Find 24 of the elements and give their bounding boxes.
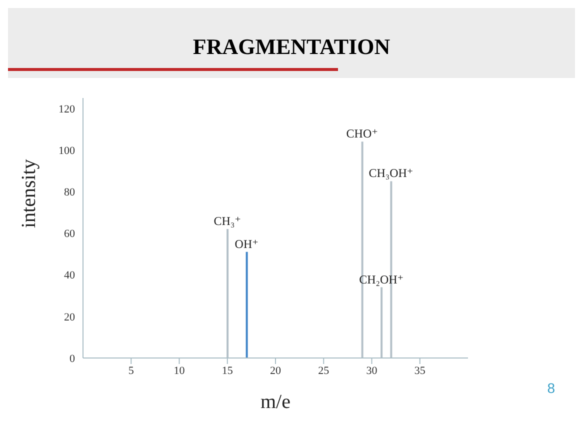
x-tick-label: 15: [222, 364, 234, 377]
annotation: CH₃⁺: [214, 214, 241, 228]
x-tick-label: 25: [318, 364, 330, 377]
x-axis-title: m/e: [260, 391, 291, 413]
y-tick-label: 100: [58, 144, 76, 157]
x-tick-label: 10: [174, 364, 186, 377]
text: 8: [547, 380, 555, 396]
x-tick-label: 20: [270, 364, 282, 377]
y-tick-label: 0: [70, 352, 76, 365]
y-tick-label: 80: [64, 186, 76, 199]
y-tick-label: 40: [64, 270, 76, 282]
annotation: CH₂OH⁺: [359, 272, 404, 286]
annotation: CHO⁺: [346, 126, 378, 141]
y-tick-label: 20: [64, 311, 76, 324]
x-tick-label: 30: [366, 364, 378, 377]
x-tick-label: 35: [414, 364, 426, 377]
bar: [246, 252, 248, 358]
y-axis-title: intensity: [18, 159, 40, 228]
chart-title: FRAGMENTATION: [192, 34, 392, 60]
y-tick-label: 120: [58, 103, 76, 116]
y-tick-label: 60: [64, 228, 76, 240]
x-tick-label: 5: [128, 364, 134, 377]
annotation: CH₃OH⁺: [368, 166, 414, 180]
annotation: OH⁺: [234, 236, 258, 251]
